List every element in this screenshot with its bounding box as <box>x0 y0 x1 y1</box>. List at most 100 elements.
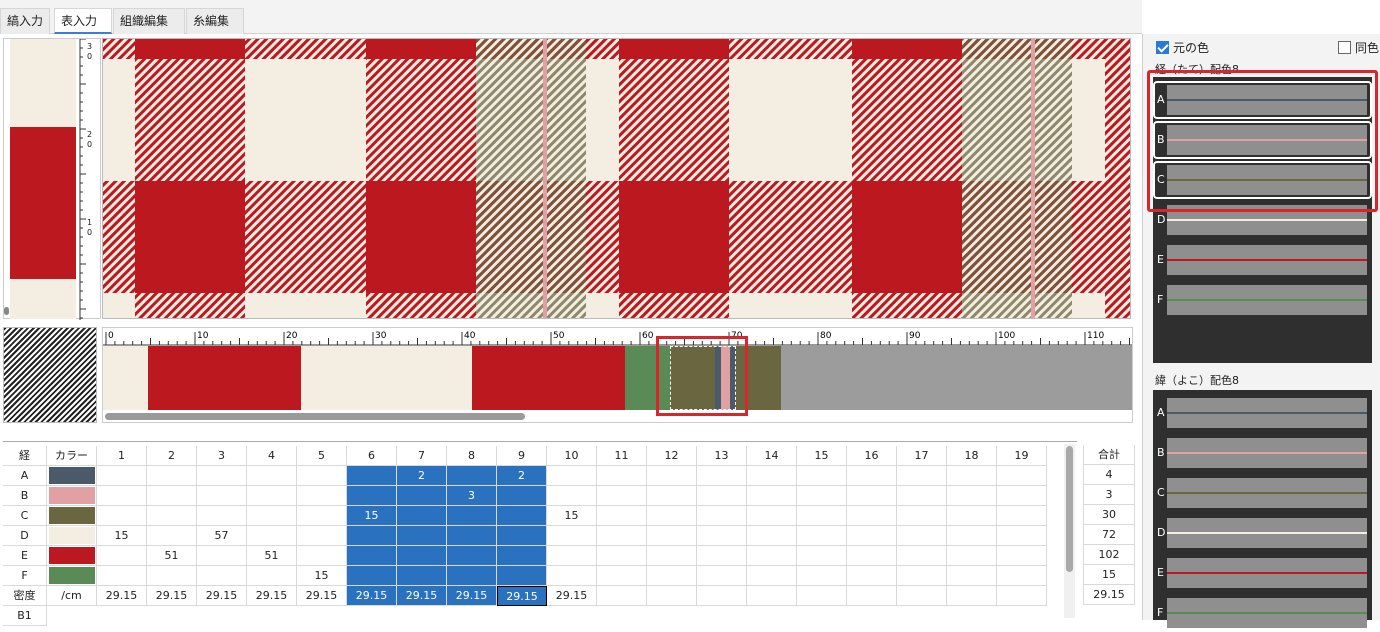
table-cell[interactable] <box>497 526 547 546</box>
table-cell[interactable] <box>147 526 197 546</box>
table-cell[interactable] <box>247 466 297 486</box>
table-cell[interactable] <box>597 526 647 546</box>
column-header[interactable]: 10 <box>547 446 597 466</box>
color-swatch-cell[interactable] <box>47 546 97 566</box>
table-cell[interactable] <box>797 466 847 486</box>
table-cell[interactable]: 51 <box>247 546 297 566</box>
table-cell[interactable] <box>247 486 297 506</box>
table-cell[interactable]: 57 <box>197 526 247 546</box>
yarn-row-e[interactable]: E <box>1153 554 1372 592</box>
table-cell[interactable] <box>797 566 847 586</box>
column-header[interactable]: 6 <box>347 446 397 466</box>
color-swatch[interactable] <box>49 527 95 544</box>
yarn-swatch[interactable] <box>1167 438 1367 468</box>
table-cell[interactable] <box>447 526 497 546</box>
density-cell[interactable] <box>997 586 1047 606</box>
color-swatch[interactable] <box>49 567 95 584</box>
column-header[interactable]: 15 <box>797 446 847 466</box>
table-cell[interactable] <box>947 486 997 506</box>
tab-weave-edit[interactable]: 組織編集 <box>113 8 185 34</box>
table-cell[interactable] <box>197 506 247 526</box>
table-cell[interactable] <box>397 486 447 506</box>
table-cell[interactable] <box>597 466 647 486</box>
table-cell[interactable] <box>297 526 347 546</box>
yarn-row-b[interactable]: B <box>1153 121 1372 159</box>
density-cell[interactable] <box>947 586 997 606</box>
color-swatch[interactable] <box>49 547 95 564</box>
column-header[interactable]: 14 <box>747 446 797 466</box>
warp-stripe-editor[interactable]: 0 10 20 30 40 50 60 70 80 90 100 110 <box>102 327 1133 423</box>
tab-table-input[interactable]: 表入力 <box>54 8 112 34</box>
table-cell[interactable] <box>747 526 797 546</box>
yarn-swatch[interactable] <box>1167 398 1367 428</box>
table-cell[interactable] <box>947 546 997 566</box>
table-cell[interactable] <box>647 526 697 546</box>
table-cell[interactable] <box>747 486 797 506</box>
table-cell[interactable] <box>147 506 197 526</box>
column-header[interactable]: 9 <box>497 446 547 466</box>
table-cell[interactable] <box>597 566 647 586</box>
yarn-swatch[interactable] <box>1167 285 1367 315</box>
table-cell[interactable] <box>997 486 1047 506</box>
table-cell[interactable] <box>847 466 897 486</box>
yarn-swatch[interactable] <box>1167 165 1367 195</box>
yarn-row-c[interactable]: C <box>1153 161 1372 199</box>
table-vscroll[interactable] <box>1064 444 1075 618</box>
fabric-preview[interactable] <box>102 38 1131 319</box>
table-cell[interactable] <box>97 466 147 486</box>
orig-color-checkbox[interactable]: 元の色 <box>1156 39 1209 56</box>
table-cell[interactable] <box>697 486 747 506</box>
color-swatch-cell[interactable] <box>47 466 97 486</box>
table-cell[interactable] <box>947 506 997 526</box>
table-cell[interactable] <box>347 466 397 486</box>
column-header[interactable]: 11 <box>597 446 647 466</box>
table-cell[interactable] <box>747 566 797 586</box>
table-cell[interactable] <box>747 546 797 566</box>
table-cell[interactable] <box>97 506 147 526</box>
table-cell[interactable] <box>447 466 497 486</box>
table-cell[interactable] <box>797 506 847 526</box>
column-header[interactable]: 19 <box>997 446 1047 466</box>
density-cell[interactable] <box>647 586 697 606</box>
density-cell[interactable]: 29.15 <box>447 586 497 606</box>
density-cell[interactable]: 29.15 <box>97 586 147 606</box>
column-header[interactable]: 18 <box>947 446 997 466</box>
table-cell[interactable] <box>497 566 547 586</box>
color-swatch-cell[interactable] <box>47 486 97 506</box>
table-cell[interactable] <box>897 506 947 526</box>
same-color-checkbox[interactable]: 同色 <box>1338 39 1379 56</box>
yarn-row-b[interactable]: B <box>1153 434 1372 472</box>
weft-scroll-thumb[interactable] <box>4 307 9 315</box>
density-cell[interactable]: 29.15 <box>247 586 297 606</box>
color-swatch[interactable] <box>49 507 95 524</box>
density-cell[interactable]: 29.15 <box>547 586 597 606</box>
checkbox-unchecked-icon[interactable] <box>1338 41 1351 54</box>
column-header[interactable]: 7 <box>397 446 447 466</box>
column-header[interactable]: 4 <box>247 446 297 466</box>
table-cell[interactable] <box>247 506 297 526</box>
table-cell[interactable] <box>847 566 897 586</box>
column-header[interactable]: 17 <box>897 446 947 466</box>
density-cell[interactable]: 29.15 <box>347 586 397 606</box>
table-cell[interactable]: 15 <box>97 526 147 546</box>
table-cell[interactable] <box>147 566 197 586</box>
table-cell[interactable] <box>247 566 297 586</box>
table-cell[interactable] <box>797 546 847 566</box>
table-cell[interactable] <box>947 566 997 586</box>
yarn-swatch[interactable] <box>1167 245 1367 275</box>
warp-selection[interactable] <box>670 346 736 410</box>
table-cell[interactable] <box>847 506 897 526</box>
table-cell[interactable] <box>897 486 947 506</box>
density-cell[interactable]: 29.15 <box>497 586 547 606</box>
table-cell[interactable] <box>197 466 247 486</box>
table-cell[interactable] <box>697 526 747 546</box>
table-cell[interactable] <box>647 486 697 506</box>
table-cell[interactable] <box>447 566 497 586</box>
table-cell[interactable] <box>497 506 547 526</box>
table-cell[interactable] <box>297 486 347 506</box>
table-cell[interactable] <box>597 486 647 506</box>
table-cell[interactable] <box>997 526 1047 546</box>
warp-scroll-thumb[interactable] <box>105 413 525 420</box>
yarn-row-a[interactable]: A <box>1153 81 1372 119</box>
checkbox-checked-icon[interactable] <box>1156 41 1169 54</box>
